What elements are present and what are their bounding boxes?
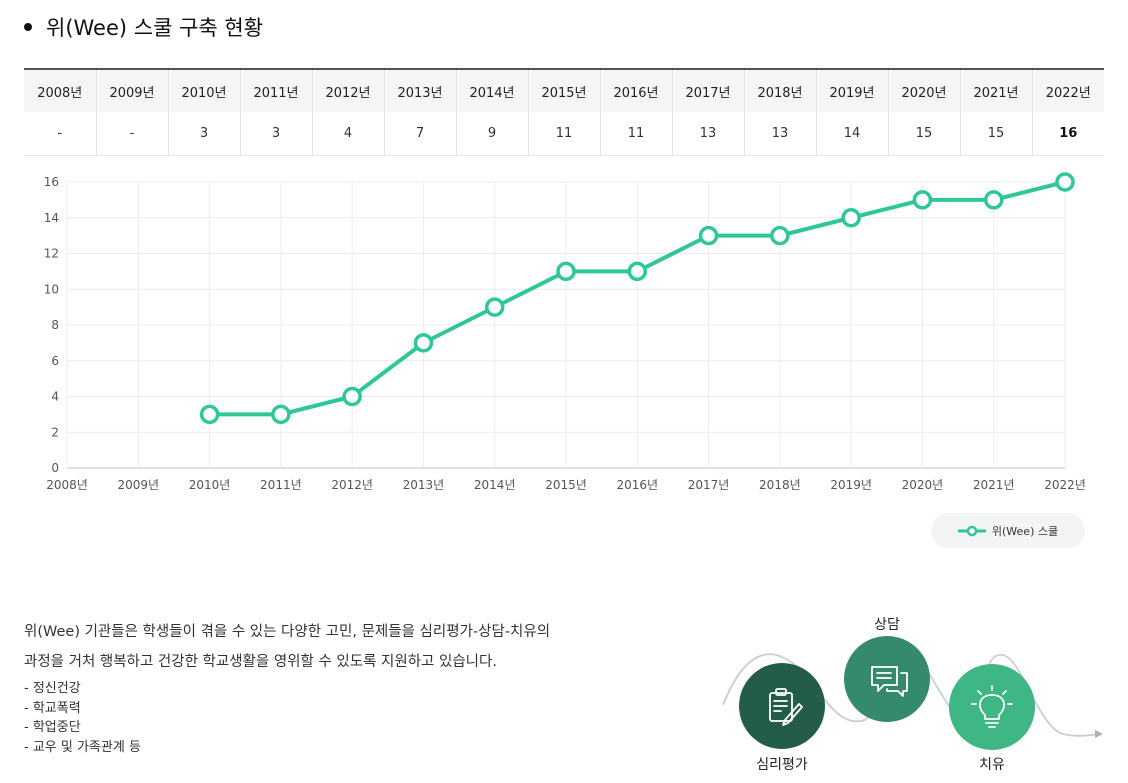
- table-cell: -: [24, 112, 96, 156]
- table-header-cell: 2008년: [37, 85, 83, 101]
- process-flow-diagram: 심리평가 상담 치유: [722, 617, 1103, 773]
- legend-label: 위(Wee) 스쿨: [991, 524, 1059, 538]
- table-cell: 15: [959, 112, 1032, 156]
- description-line-1: 위(Wee) 기관들은 학생들이 겪을 수 있는 다양한 고민, 문제들을 심리…: [24, 624, 551, 640]
- y-tick-label: 0: [51, 461, 59, 475]
- page-title: 위(Wee) 스쿨 구축 현황: [46, 16, 264, 40]
- y-tick-label: 8: [51, 318, 59, 332]
- table-header-cell: 2011년: [239, 69, 312, 112]
- table-cell: 4: [311, 112, 384, 156]
- data-point[interactable]: [698, 225, 719, 246]
- x-tick-label: 2012년: [331, 478, 373, 492]
- data-point[interactable]: [556, 261, 576, 282]
- data-point[interactable]: [484, 297, 505, 317]
- x-tick-label: 2016년: [616, 478, 658, 492]
- chat-bubble-icon: [871, 666, 908, 697]
- x-tick-label: 2018년: [759, 478, 801, 492]
- y-tick-label: 2: [51, 425, 59, 439]
- table-header-cell: 2013년: [383, 69, 456, 112]
- table-cell: 9: [455, 112, 528, 156]
- table-header-cell: 2014년: [455, 69, 528, 112]
- x-tick-label: 2017년: [688, 478, 730, 492]
- y-tick-label: 12: [44, 247, 59, 261]
- table-header-cell: 2022년: [1031, 69, 1104, 112]
- flow-step-label: 치유: [979, 757, 1005, 773]
- y-tick-label: 6: [51, 354, 59, 368]
- x-tick-label: 2022년: [1044, 478, 1086, 492]
- y-tick-label: 4: [51, 390, 59, 404]
- data-point[interactable]: [983, 190, 1004, 210]
- data-point[interactable]: [342, 386, 362, 407]
- table-header-cell: 2018년: [743, 69, 816, 112]
- data-point[interactable]: [841, 208, 861, 228]
- table-header-cell: 2017년: [671, 69, 744, 112]
- line-chart: 0 2 4 6 8 10 12 14 16 2008년 2009년 2010년 2011년 2012년 20…: [44, 172, 1086, 492]
- table-row: - -3 3 4 7 9 11 11 13 13 14 15 15 16: [24, 112, 1104, 156]
- table-cell: 11: [599, 112, 672, 156]
- data-point[interactable]: [1055, 172, 1075, 192]
- x-tick-label: 2013년: [403, 478, 445, 492]
- x-tick-label: 2019년: [830, 478, 872, 492]
- x-tick-label: 2010년: [189, 478, 231, 492]
- table-cell: 15: [887, 112, 960, 156]
- list-item: - 학업중단: [24, 720, 81, 735]
- data-point[interactable]: [627, 261, 648, 282]
- y-tick-label: 10: [44, 282, 59, 296]
- y-tick-label: 14: [44, 211, 59, 225]
- data-point[interactable]: [912, 190, 933, 210]
- list-item: - 교우 및 가족관계 등: [24, 739, 141, 755]
- flow-step-healing: 치유: [949, 664, 1035, 773]
- lightbulb-icon: [971, 685, 1013, 728]
- flow-step-counseling: 상담: [844, 617, 930, 722]
- table-header-cell: 2016년: [599, 69, 672, 112]
- chart-legend[interactable]: 위(Wee) 스쿨: [931, 513, 1085, 548]
- y-tick-label: 16: [44, 175, 59, 189]
- yearly-count-table: 2008년 2009년 2010년 2011년 2012년 2013년 2014년 2015년…: [24, 68, 1104, 156]
- x-tick-label: 2021년: [973, 478, 1015, 492]
- x-tick-label: 2008년: [46, 478, 88, 492]
- data-point[interactable]: [413, 333, 434, 353]
- table-cell: 7: [383, 112, 456, 156]
- x-tick-label: 2015년: [545, 478, 587, 492]
- table-header-cell: 2009년: [95, 69, 168, 112]
- x-tick-label: 2011년: [260, 478, 302, 492]
- table-header-cell: 2015년: [527, 69, 600, 112]
- clipboard-pen-icon: [769, 688, 803, 726]
- bullet-icon: [24, 23, 32, 31]
- flow-step-label: 상담: [874, 617, 900, 633]
- table-header-cell: 2010년: [167, 69, 240, 112]
- table-cell: 11: [527, 112, 600, 156]
- description-line-2: 과정을 거처 행복하고 건강한 학교생활을 영위할 수 있도록 지원하고 있습니…: [24, 654, 497, 670]
- table-header-row: 2008년 2009년 2010년 2011년 2012년 2013년 2014년 2015년…: [24, 69, 1104, 112]
- x-tick-label: 2009년: [117, 478, 159, 492]
- table-header-cell: 2020년: [887, 69, 960, 112]
- table-cell: 3: [239, 112, 312, 156]
- table-header-cell: 2021년: [959, 69, 1032, 112]
- x-tick-label: 2014년: [474, 478, 516, 492]
- flow-step-assessment: 심리평가: [739, 663, 825, 773]
- topic-list: - 정신건강 - 학교폭력 - 학업중단 - 교우 및 가족관계 등: [24, 679, 550, 757]
- data-point[interactable]: [199, 404, 220, 425]
- arrow-head-icon: [1095, 730, 1103, 738]
- table-cell: 13: [671, 112, 744, 156]
- table-cell: 13: [743, 112, 816, 156]
- legend-line-marker-icon: [957, 525, 986, 536]
- x-tick-label: 2020년: [902, 478, 944, 492]
- table-cell: 14: [815, 112, 888, 156]
- data-point[interactable]: [770, 225, 790, 246]
- description: 위(Wee) 기관들은 학생들이 겪을 수 있는 다양한 고민, 문제들을 심리…: [24, 617, 550, 757]
- flow-step-label: 심리평가: [756, 757, 808, 773]
- list-item: - 정신건강: [24, 681, 81, 696]
- list-item: - 학교폭력: [24, 700, 81, 716]
- section-heading: 위(Wee) 스쿨 구축 현황: [24, 12, 263, 42]
- table-header-cell: 2019년: [815, 69, 888, 112]
- table-header-cell: 2012년: [311, 69, 384, 112]
- table-cell: 3: [167, 112, 240, 156]
- data-point[interactable]: [271, 404, 291, 425]
- table-cell: -: [95, 112, 168, 156]
- table-cell: 16: [1031, 112, 1104, 156]
